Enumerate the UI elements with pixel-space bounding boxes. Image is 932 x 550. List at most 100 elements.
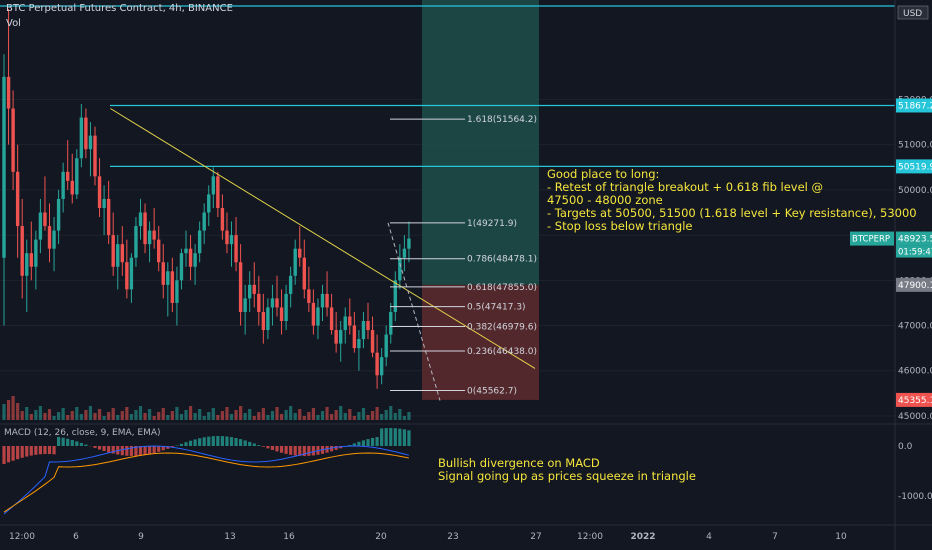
macd-histogram-bar — [220, 436, 224, 446]
price-tick-label: 45000.0 — [898, 412, 932, 422]
volume-bar — [370, 411, 375, 420]
candle-body — [79, 117, 84, 159]
macd-line — [3, 445, 410, 515]
macd-histogram-bar — [198, 438, 202, 446]
macd-histogram-bar — [311, 446, 315, 456]
fibonacci-retracement[interactable]: 1.618(51564.2) 1(49271.9) 0.786(48478.1) 0.… — [390, 115, 537, 397]
price-label: 45355.1 — [898, 396, 932, 406]
volume-bar — [97, 409, 102, 420]
time-axis[interactable]: 12:00 6 9 13 16 20 23 27 12:00 2022 4 7 10 — [9, 532, 847, 542]
macd-histogram-bar — [166, 446, 170, 449]
candle-body — [61, 171, 65, 199]
candle-body — [202, 212, 206, 231]
price-axis[interactable]: 46000.047000.048000.049000.050000.051000… — [850, 0, 932, 550]
candle-body — [384, 334, 388, 358]
volume-bar — [111, 408, 115, 420]
price-label: 48923.5 — [898, 235, 932, 245]
macd-histogram-bar — [47, 446, 52, 455]
volume-bar — [380, 414, 384, 420]
macd-histogram-bar — [402, 429, 406, 446]
candle-body — [234, 235, 238, 263]
volume-bar — [361, 408, 366, 420]
volume-bar — [198, 409, 202, 420]
volume-bar — [207, 412, 211, 420]
macd-histogram-bar — [389, 428, 393, 446]
macd-histogram-bar — [266, 446, 270, 449]
macd-pane — [0, 423, 932, 526]
macd-histogram-bar — [120, 446, 124, 456]
candle-body — [97, 176, 102, 208]
volume-bar — [161, 408, 165, 420]
volume-bar — [129, 414, 133, 420]
time-tick-label: 9 — [138, 532, 144, 542]
macd-histogram-bar — [348, 444, 352, 446]
macd-histogram-bar — [2, 446, 6, 464]
fib-level-label: 1(49271.9) — [467, 219, 517, 229]
candle-body — [243, 298, 247, 312]
macd-histogram-bar — [325, 446, 329, 453]
macd-histogram-bar — [270, 446, 275, 450]
candle-body — [193, 253, 197, 267]
volume-bar — [193, 413, 197, 420]
price-tick-label: 51000.0 — [898, 141, 932, 151]
price-tick-label: 46000.0 — [898, 367, 932, 377]
macd-divergence-note: Bullish divergence on MACD Signal going … — [438, 456, 696, 483]
volume-bar — [148, 409, 152, 420]
candle-body — [84, 117, 88, 150]
candle-body — [66, 171, 70, 181]
volume-bar — [270, 411, 275, 420]
volume-bar — [152, 416, 156, 420]
candle-body — [56, 198, 61, 231]
candle-body — [298, 248, 302, 258]
macd-histogram-bar — [243, 440, 247, 446]
fib-level-label: 0.618(47855.0) — [467, 283, 537, 293]
countdown-box — [896, 245, 932, 258]
candle-body — [106, 198, 111, 236]
candle-body — [20, 226, 24, 276]
volume-bar — [279, 414, 284, 420]
fib-level-label: 0(45562.7) — [467, 387, 517, 397]
volume-bar — [293, 413, 297, 420]
macd-histogram-bar — [225, 436, 229, 446]
macd-histogram-bar — [93, 446, 97, 448]
fib-level-label: 0.5(47417.3) — [467, 303, 526, 313]
volume-bar — [175, 407, 179, 420]
volume-bar — [57, 412, 61, 420]
candle-body — [343, 316, 347, 331]
candle-body — [216, 176, 220, 208]
macd-histogram-bar — [184, 442, 188, 446]
candle-body — [252, 284, 256, 294]
macd-histogram-bar — [61, 437, 65, 446]
volume-bars — [2, 396, 411, 420]
candle-body — [152, 230, 156, 240]
macd-histogram-bar — [252, 443, 256, 446]
candle-body — [134, 226, 138, 258]
macd-histogram-bar — [25, 446, 29, 457]
candle-body — [270, 298, 275, 308]
candle-body — [102, 198, 106, 208]
macd-histogram-bar — [70, 440, 74, 446]
candle-body — [257, 293, 261, 312]
candle-body — [147, 230, 152, 245]
volume-bar — [311, 408, 315, 420]
currency-badge — [897, 5, 929, 20]
price-label: 47900.1 — [898, 281, 932, 291]
candle-body — [361, 321, 366, 340]
price-label-box — [896, 98, 932, 113]
macd-histogram-bar — [393, 428, 397, 446]
volume-bar — [334, 410, 338, 420]
candle-body — [120, 244, 124, 263]
volume-bar — [289, 406, 293, 420]
candle-body — [248, 284, 252, 299]
candle-body — [325, 293, 329, 308]
candle-body — [398, 257, 402, 281]
candle-body — [266, 307, 270, 331]
candle-body — [111, 235, 115, 267]
candle-body — [161, 262, 165, 285]
volume-bar — [343, 413, 347, 420]
volume-bar — [120, 411, 124, 420]
candle-body — [293, 248, 297, 276]
position-zones — [422, 0, 539, 400]
macd-histogram-bar — [366, 439, 370, 446]
